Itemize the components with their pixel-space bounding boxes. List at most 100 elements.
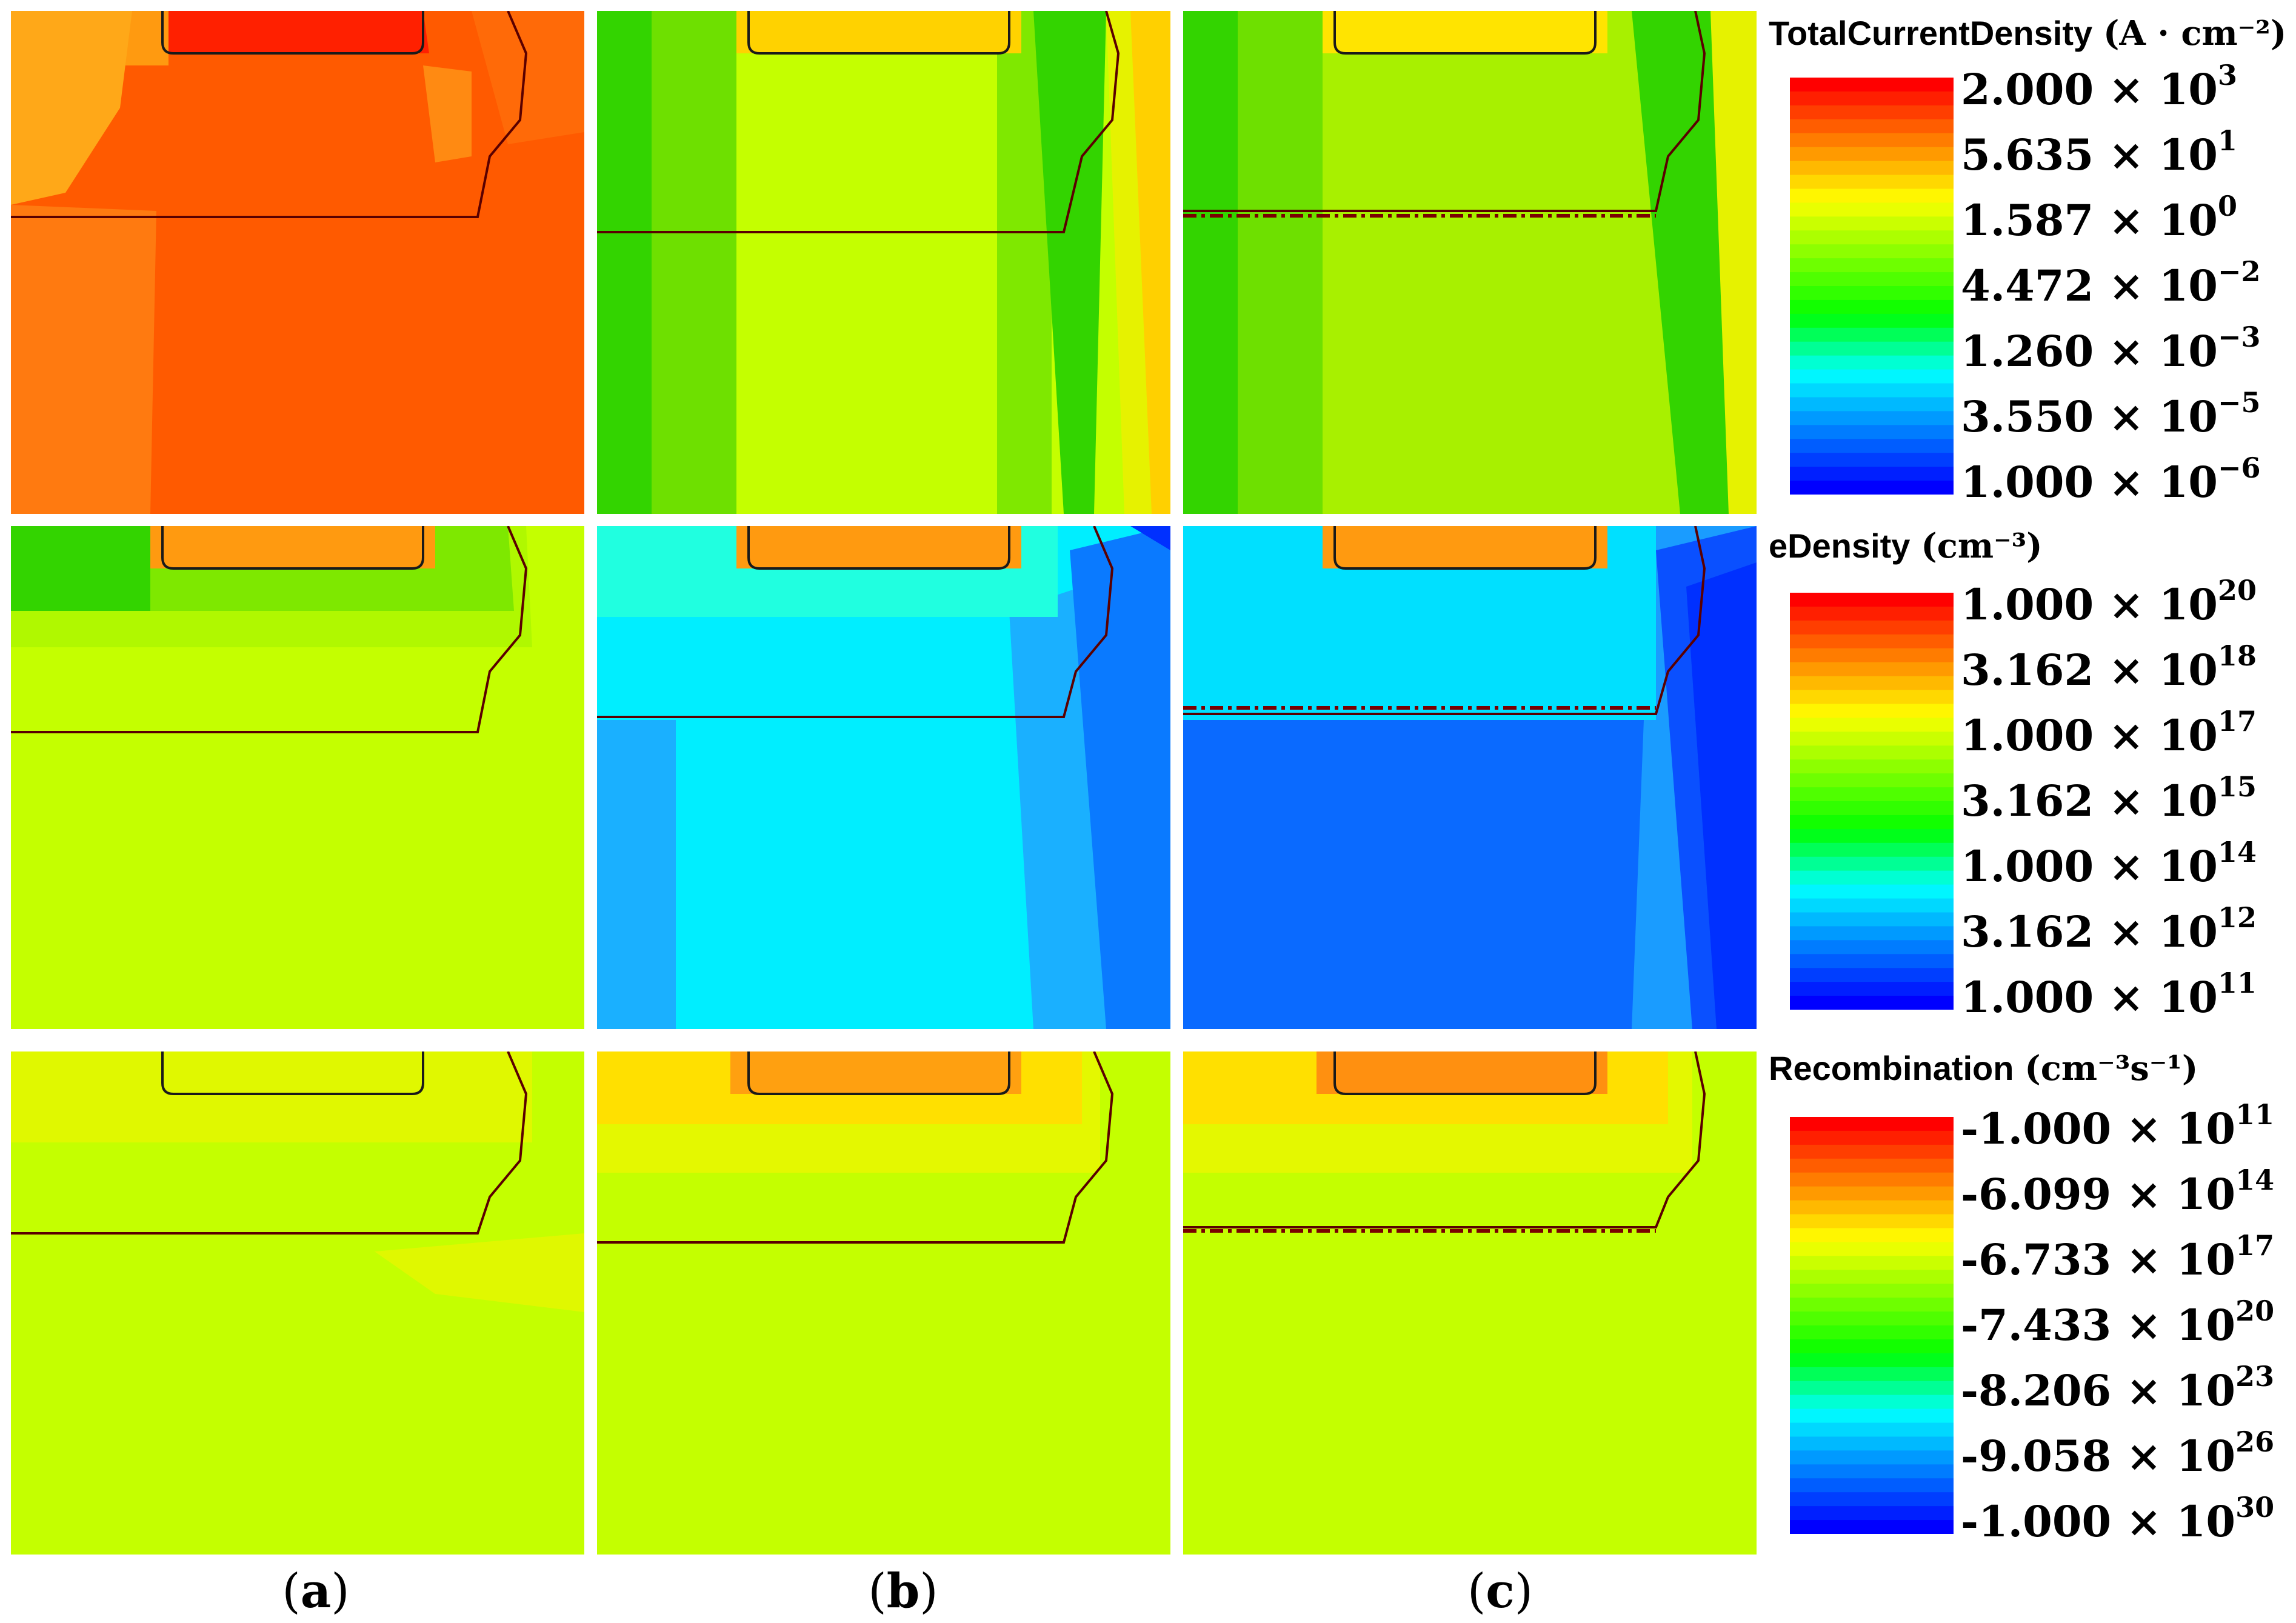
colorbar-band [1790,216,1954,231]
panel-label-b: (b) [868,1564,938,1619]
legend-quantity: Recombination [1769,1049,2014,1087]
colorbar-band [1790,369,1954,384]
colorbar-band [1790,898,1954,913]
edensity-panel-b [597,526,1170,1029]
colorbar-band [1790,411,1954,425]
colorbar-band [1790,1130,1954,1145]
colorbar-band [1790,1158,1954,1173]
colorbar-tick-label: 3.550 × 10−5 [1961,385,2261,442]
colorbar-band [1790,1506,1954,1521]
colorbar-band [1790,1298,1954,1312]
colorbar-band [1790,870,1954,885]
colorbar-band [1790,147,1954,162]
colorbar-band [1790,1395,1954,1410]
colorbar-band [1790,1311,1954,1326]
legend-title-recombination: Recombination (cm⁻³s⁻¹) [1769,1048,2198,1088]
colorbar-tick-label: 3.162 × 1018 [1961,639,2257,695]
colorbar-band [1790,912,1954,927]
colorbar-band [1790,884,1954,899]
colorbar-band [1790,397,1954,412]
colorbar-band [1790,1186,1954,1201]
colorbar-band [1790,620,1954,635]
current-density-panel-a [11,11,584,514]
colorbar-band [1790,1325,1954,1340]
colorbar-band [1790,606,1954,621]
colorbar-band [1790,439,1954,453]
colorbar-band [1790,1256,1954,1270]
recombination-panel-c [1183,1051,1757,1555]
colorbar-band [1790,996,1954,1010]
colorbar-band [1790,383,1954,398]
colorbar-tick-label: 5.635 × 101 [1961,124,2238,180]
colorbar-band [1790,1172,1954,1187]
colorbar-band [1790,1408,1954,1424]
colorbar-band [1790,1242,1954,1256]
colorbar-band [1790,954,1954,968]
colorbar-band [1790,690,1954,705]
colorbar-band [1790,828,1954,844]
colorbar-band [1790,133,1954,148]
colorbar-band [1790,1464,1954,1479]
colorbar-band [1790,91,1954,106]
colorbar-band [1790,704,1954,718]
legend-unit: (cm⁻³s⁻¹) [2024,1048,2198,1088]
colorbar-tick-label: 1.000 × 1014 [1961,835,2257,891]
panel-label-c: (c) [1467,1564,1533,1619]
current-density-panel-c [1183,11,1757,514]
edensity-panel-a [11,526,584,1029]
colorbar-band [1790,481,1954,495]
recombination-map-c [1183,1051,1757,1555]
colorbar-band [1790,676,1954,691]
colorbar-band [1790,1228,1954,1242]
colorbar-band [1790,718,1954,732]
colorbar-band [1790,341,1954,356]
recombination-panel-a [11,1051,584,1555]
colorbar-band [1790,272,1954,287]
colorbar-edensity [1790,593,1954,1010]
colorbar-band [1790,648,1954,663]
colorbar-band [1790,202,1954,217]
colorbar-band [1790,1492,1954,1507]
colorbar-band [1790,1284,1954,1298]
colorbar-tick-label: -8.206 × 1023 [1961,1359,2275,1416]
colorbar-tick-label: -6.099 × 1014 [1961,1163,2275,1219]
colorbar-band [1790,258,1954,273]
colorbar-tick-label: 1.000 × 1011 [1961,966,2257,1022]
recombination-map-b [597,1051,1170,1555]
colorbar-band [1790,982,1954,996]
colorbar-band [1790,105,1954,120]
colorbar-band [1790,1117,1954,1131]
colorbar-tick-label: 3.162 × 1015 [1961,770,2257,826]
colorbar-band [1790,801,1954,816]
colorbar-band [1790,1353,1954,1368]
colorbar-band [1790,327,1954,342]
colorbar-band [1790,662,1954,677]
current-density-map-c [1183,11,1757,514]
colorbar-band [1790,119,1954,134]
recombination-map-a [11,1051,584,1555]
colorbar-band [1790,732,1954,746]
panel-label-a: (a) [282,1564,350,1619]
legend-quantity: eDensity [1769,527,1911,565]
colorbar-band [1790,244,1954,259]
legend-title-current-density: TotalCurrentDensity (A · cm⁻²) [1769,13,2286,53]
colorbar-band [1790,1478,1954,1493]
colorbar-band [1790,1422,1954,1438]
colorbar-band [1790,1214,1954,1229]
colorbar-tick-label: 1.000 × 10−6 [1961,451,2261,507]
colorbar-band [1790,1436,1954,1451]
legend-quantity: TotalCurrentDensity [1769,14,2093,52]
colorbar-band [1790,787,1954,802]
colorbar-recombination [1790,1117,1954,1534]
colorbar-band [1790,968,1954,982]
colorbar-tick-label: -9.058 × 1026 [1961,1425,2275,1481]
colorbar-band [1790,1339,1954,1354]
colorbar-band [1790,425,1954,439]
edensity-panel-c [1183,526,1757,1029]
colorbar-band [1790,1381,1954,1396]
legend-unit: (cm⁻³) [1921,526,2043,566]
colorbar-tick-label: -7.433 × 1020 [1961,1294,2275,1350]
colorbar-tick-label: 3.162 × 1012 [1961,901,2257,957]
colorbar-tick-label: 1.260 × 10−3 [1961,320,2261,376]
recombination-panel-b [597,1051,1170,1555]
